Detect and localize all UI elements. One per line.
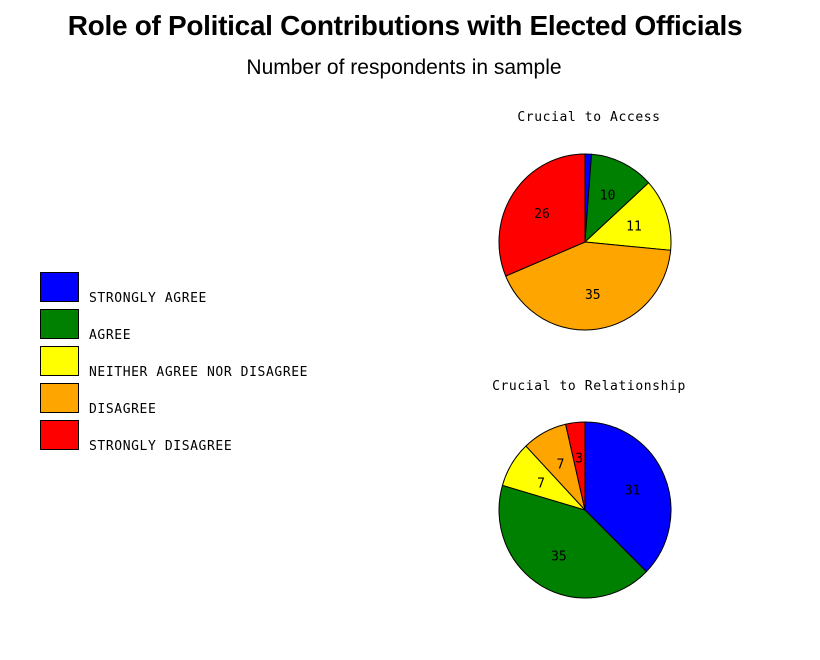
legend-swatch-agree <box>40 309 79 339</box>
pie-1-slice-4 <box>565 421 586 511</box>
legend-label-strongly-agree: STRONGLY AGREE <box>89 291 207 306</box>
legend-swatch-strongly-disagree <box>40 420 79 450</box>
legend-item-strongly-agree: STRONGLY AGREE <box>40 272 400 306</box>
legend-label-neither: NEITHER AGREE NOR DISAGREE <box>89 365 309 380</box>
legend-label-disagree: DISAGREE <box>89 402 157 417</box>
pie-0: 10 11 35 26 <box>498 153 672 331</box>
legend-item-neither: NEITHER AGREE NOR DISAGREE <box>40 346 400 380</box>
pie-0-slice-3 <box>505 241 672 331</box>
pie-1-label-3: 7 <box>557 458 565 473</box>
legend-label-agree: AGREE <box>89 328 132 343</box>
pie-0-label-1: 10 <box>600 189 616 204</box>
pie-1-label-4: 3 <box>575 452 583 467</box>
pie-1-slice-1 <box>498 484 648 599</box>
pie-1-label-2: 7 <box>537 477 545 492</box>
legend-swatch-neither <box>40 346 79 376</box>
pie-title-relationship: Crucial to Relationship <box>492 379 686 394</box>
legend-item-agree: AGREE <box>40 309 400 343</box>
pie-0-slice-4 <box>498 153 586 277</box>
pie-0-label-4: 26 <box>534 207 550 222</box>
pie-1-label-1: 35 <box>551 550 567 565</box>
legend-item-disagree: DISAGREE <box>40 383 400 417</box>
pie-1-label-0: 31 <box>625 484 641 499</box>
legend-swatch-strongly-agree <box>40 272 79 302</box>
legend-item-strongly-disagree: STRONGLY DISAGREE <box>40 420 400 454</box>
pie-title-access: Crucial to Access <box>517 110 661 125</box>
pie-1-slice-0 <box>584 421 672 573</box>
pie-0-slice-2 <box>583 182 672 251</box>
chart-title: Role of Political Contributions with Ele… <box>67 10 743 41</box>
pie-0-label-2: 11 <box>626 219 642 234</box>
pie-0-slice-1 <box>584 153 650 244</box>
chart-subtitle: Number of respondents in sample <box>246 56 562 79</box>
legend-label-strongly-disagree: STRONGLY DISAGREE <box>89 439 233 454</box>
pie-0-label-3: 35 <box>585 288 601 303</box>
legend-swatch-disagree <box>40 383 79 413</box>
